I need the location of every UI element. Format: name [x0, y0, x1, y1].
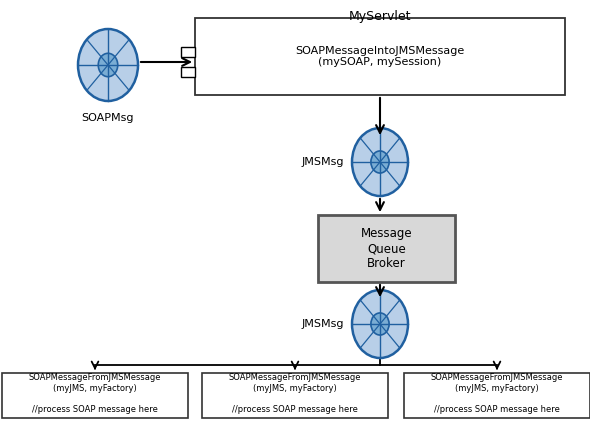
Ellipse shape [352, 128, 408, 196]
Bar [318, 215, 455, 282]
Text: SOAPMessageFromJMSMessage
(myJMS, myFactory)

//process SOAP message here: SOAPMessageFromJMSMessage (myJMS, myFact… [29, 373, 161, 414]
Ellipse shape [371, 151, 389, 173]
Text: SOAPMessageFromJMSMessage
(myJMS, myFactory)

//process SOAP message here: SOAPMessageFromJMSMessage (myJMS, myFact… [229, 373, 361, 414]
Ellipse shape [99, 53, 118, 77]
Text: MyServlet: MyServlet [349, 10, 411, 23]
Bar [2, 373, 188, 418]
Ellipse shape [78, 29, 138, 101]
Text: JMSMsg: JMSMsg [301, 157, 344, 167]
Text: SOAPMsg: SOAPMsg [82, 113, 135, 123]
Text: Message
Queue
Broker: Message Queue Broker [360, 227, 412, 270]
Text: SOAPMessageIntoJMSMessage
(mySOAP, mySession): SOAPMessageIntoJMSMessage (mySOAP, mySes… [296, 46, 465, 67]
Ellipse shape [371, 313, 389, 335]
Text: JMSMsg: JMSMsg [301, 319, 344, 329]
Ellipse shape [352, 290, 408, 358]
Bar [195, 18, 565, 95]
Bar [181, 67, 195, 77]
Bar [202, 373, 388, 418]
Bar [404, 373, 590, 418]
Text: SOAPMessageFromJMSMessage
(myJMS, myFactory)

//process SOAP message here: SOAPMessageFromJMSMessage (myJMS, myFact… [431, 373, 563, 414]
Bar [181, 47, 195, 57]
